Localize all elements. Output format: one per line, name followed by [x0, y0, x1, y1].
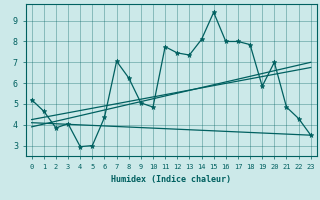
- X-axis label: Humidex (Indice chaleur): Humidex (Indice chaleur): [111, 175, 231, 184]
